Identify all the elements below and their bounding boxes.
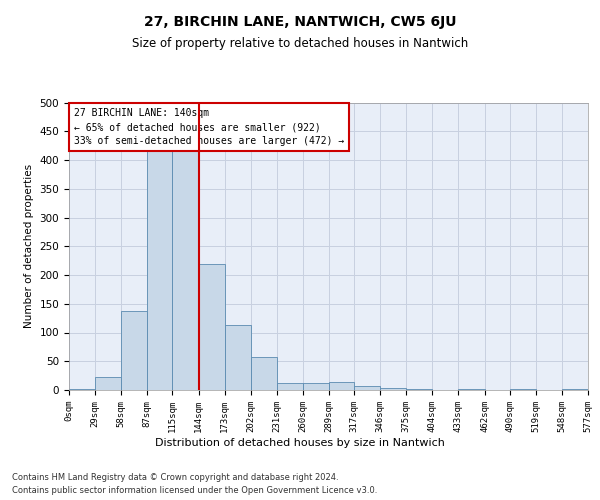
Bar <box>224 325 251 390</box>
Bar <box>380 388 406 390</box>
Text: Contains HM Land Registry data © Crown copyright and database right 2024.: Contains HM Land Registry data © Crown c… <box>12 472 338 482</box>
Bar <box>303 382 329 390</box>
Text: Size of property relative to detached houses in Nantwich: Size of property relative to detached ho… <box>132 38 468 51</box>
Text: 27, BIRCHIN LANE, NANTWICH, CW5 6JU: 27, BIRCHIN LANE, NANTWICH, CW5 6JU <box>144 15 456 29</box>
Bar <box>172 152 199 390</box>
Bar <box>354 386 380 390</box>
Text: Distribution of detached houses by size in Nantwich: Distribution of detached houses by size … <box>155 438 445 448</box>
Bar <box>69 389 95 390</box>
Text: 27 BIRCHIN LANE: 140sqm
← 65% of detached houses are smaller (922)
33% of semi-d: 27 BIRCHIN LANE: 140sqm ← 65% of detache… <box>74 108 344 146</box>
Bar <box>251 357 277 390</box>
Y-axis label: Number of detached properties: Number of detached properties <box>24 164 34 328</box>
Text: Contains public sector information licensed under the Open Government Licence v3: Contains public sector information licen… <box>12 486 377 495</box>
Bar <box>562 389 588 390</box>
Bar <box>95 378 121 390</box>
Bar <box>277 383 303 390</box>
Bar <box>147 152 172 390</box>
Bar <box>121 311 147 390</box>
Bar <box>329 382 354 390</box>
Bar <box>199 264 224 390</box>
